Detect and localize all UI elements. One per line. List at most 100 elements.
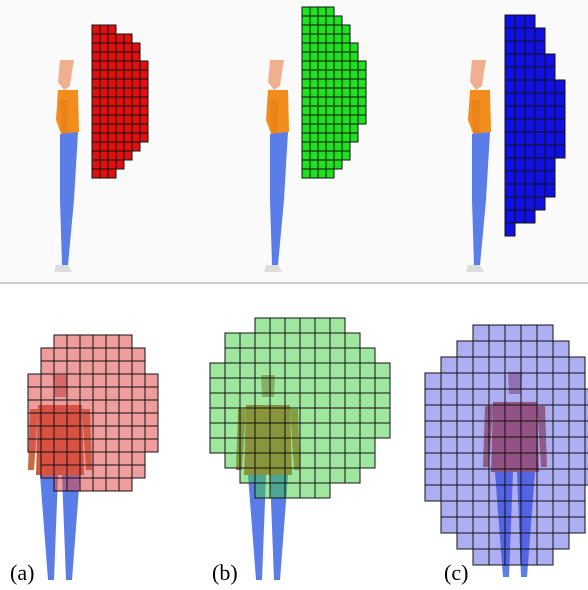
voxel <box>300 423 315 438</box>
voxel <box>80 478 93 491</box>
voxel <box>302 61 310 70</box>
voxel <box>342 142 350 151</box>
voxel <box>67 374 80 387</box>
voxel <box>457 389 473 405</box>
voxel <box>302 133 310 142</box>
voxel <box>489 341 505 357</box>
voxel <box>124 151 132 160</box>
voxel <box>489 453 505 469</box>
voxel <box>375 408 390 423</box>
voxel <box>318 16 326 25</box>
voxel <box>330 333 345 348</box>
voxel <box>473 501 489 517</box>
voxel <box>310 115 318 124</box>
voxel <box>326 142 334 151</box>
voxel <box>92 142 100 151</box>
voxel <box>119 348 132 361</box>
voxel <box>360 363 375 378</box>
voxel <box>545 106 555 119</box>
voxel <box>326 151 334 160</box>
voxel <box>67 361 80 374</box>
voxel <box>525 80 535 93</box>
voxel <box>318 7 326 16</box>
voxel <box>92 43 100 52</box>
voxel <box>255 393 270 408</box>
voxel <box>535 158 545 171</box>
voxel <box>132 374 145 387</box>
voxel <box>67 387 80 400</box>
voxel <box>132 361 145 374</box>
voxel <box>124 34 132 43</box>
voxel <box>525 54 535 67</box>
voxel <box>41 452 54 465</box>
voxel <box>334 25 342 34</box>
voxel <box>80 452 93 465</box>
voxel <box>505 132 515 145</box>
voxel <box>80 426 93 439</box>
voxel <box>285 363 300 378</box>
panel-label: (c) <box>444 560 468 585</box>
voxel <box>553 389 569 405</box>
voxel <box>310 7 318 16</box>
voxel <box>515 15 525 28</box>
voxel <box>119 452 132 465</box>
voxel <box>93 361 106 374</box>
voxel <box>145 374 158 387</box>
voxel <box>310 61 318 70</box>
voxel <box>473 549 489 565</box>
voxel <box>285 393 300 408</box>
voxel <box>553 357 569 373</box>
voxel <box>300 453 315 468</box>
voxel <box>140 124 148 133</box>
voxel <box>358 88 366 97</box>
voxel <box>326 34 334 43</box>
voxel <box>124 115 132 124</box>
voxel <box>545 132 555 145</box>
voxel <box>106 413 119 426</box>
voxel <box>515 41 525 54</box>
voxel <box>537 485 553 501</box>
voxel <box>330 318 345 333</box>
voxel <box>537 405 553 421</box>
voxel <box>375 423 390 438</box>
voxel <box>521 325 537 341</box>
voxel <box>93 387 106 400</box>
voxel <box>525 145 535 158</box>
voxel <box>210 363 225 378</box>
voxel <box>255 318 270 333</box>
voxel <box>310 151 318 160</box>
voxel <box>360 348 375 363</box>
voxel <box>100 115 108 124</box>
voxel <box>108 88 116 97</box>
voxel <box>330 348 345 363</box>
voxel <box>302 43 310 52</box>
voxel <box>285 423 300 438</box>
voxel <box>345 333 360 348</box>
voxel <box>326 88 334 97</box>
voxel <box>116 106 124 115</box>
voxel <box>441 421 457 437</box>
voxel <box>350 52 358 61</box>
voxel <box>545 119 555 132</box>
voxel <box>535 80 545 93</box>
voxel <box>285 483 300 498</box>
voxel <box>300 363 315 378</box>
voxel <box>535 171 545 184</box>
voxel <box>326 133 334 142</box>
voxel <box>489 469 505 485</box>
voxel <box>106 348 119 361</box>
voxel <box>537 341 553 357</box>
voxel <box>124 79 132 88</box>
voxel <box>545 67 555 80</box>
voxel <box>116 88 124 97</box>
voxel <box>116 52 124 61</box>
voxel <box>302 52 310 61</box>
voxel <box>119 413 132 426</box>
voxel <box>100 97 108 106</box>
voxel <box>545 158 555 171</box>
voxel <box>255 438 270 453</box>
voxel <box>119 400 132 413</box>
voxel <box>569 501 585 517</box>
voxel <box>240 378 255 393</box>
voxel <box>489 421 505 437</box>
